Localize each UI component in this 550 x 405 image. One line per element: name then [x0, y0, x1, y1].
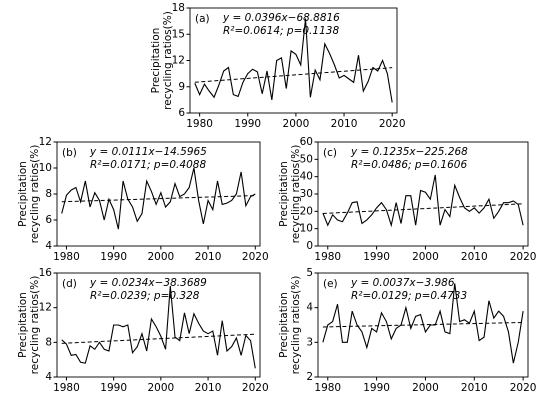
x-tick-label: 2020	[242, 382, 269, 394]
x-tick-label: 1990	[363, 251, 390, 263]
y-tick-label: 0	[306, 240, 313, 252]
y-tick-label: 6	[45, 214, 52, 226]
y-axis-label: Precipitation	[150, 28, 162, 94]
x-tick-label: 1990	[363, 382, 390, 394]
data-line	[61, 285, 256, 369]
panel-label: (a)	[195, 13, 210, 25]
x-tick-label: 2000	[412, 382, 439, 394]
y-tick-label: 40	[300, 171, 313, 183]
y-axis-label: recycling ratios(%)	[290, 145, 302, 244]
y-tick-label: 30	[300, 188, 313, 200]
x-tick-label: 1980	[314, 382, 341, 394]
x-tick-label: 1980	[53, 382, 80, 394]
y-tick-label: 16	[39, 267, 53, 279]
panel-label: (d)	[62, 278, 77, 290]
stats: R²=0.0239; p=0.328	[90, 290, 200, 302]
x-tick-label: 2020	[242, 251, 269, 263]
x-tick-label: 2010	[195, 251, 222, 263]
panel: 2 3 4 5 1980 1990 2000 2010 2020 (e) y = 0.0037x−3…	[278, 267, 536, 394]
y-tick-label: 5	[306, 267, 313, 279]
y-tick-label: 10	[300, 223, 313, 235]
y-axis-label: recycling ratios(%)	[290, 276, 302, 375]
y-tick-label: 10	[39, 162, 52, 174]
stats: R²=0.0614; p=0.1138	[223, 25, 339, 37]
data-line	[61, 167, 256, 230]
axes-frame	[56, 272, 261, 378]
trend-line	[61, 333, 256, 344]
y-tick-label: 4	[45, 240, 52, 252]
y-axis-label: Precipitation	[17, 161, 29, 227]
stats: R²=0.0129; p=0.4733	[351, 290, 467, 302]
equation: y = 0.0111x−14.5965	[89, 146, 207, 158]
y-tick-label: 4	[45, 371, 52, 383]
axes-frame	[317, 141, 529, 247]
data-line	[322, 174, 524, 228]
x-tick-label: 2020	[379, 118, 406, 130]
y-tick-label: 6	[178, 107, 185, 119]
y-axis-label: Precipitation	[278, 292, 290, 358]
x-tick-label: 2010	[195, 382, 222, 394]
y-tick-label: 9	[178, 81, 185, 93]
data-line	[322, 283, 524, 364]
stats: R²=0.0171; p=0.4088	[90, 159, 206, 171]
x-tick-label: 1980	[186, 118, 213, 130]
y-tick-label: 3	[306, 336, 313, 348]
x-tick-label: 2000	[147, 382, 174, 394]
y-axis-label: recycling ratios(%)	[29, 145, 41, 244]
x-tick-label: 2010	[461, 382, 488, 394]
y-tick-label: 15	[172, 28, 185, 40]
equation: y = 0.0396x−68.8816	[222, 12, 340, 24]
panel-label: (b)	[62, 147, 77, 159]
axes-frame	[56, 141, 261, 247]
equation: y = 0.0037x−3.986	[350, 277, 455, 289]
x-tick-label: 1990	[234, 118, 261, 130]
panel: 0 10 20 30 40 50 60 1980 1990 2000 2010 2020 (c) y = …	[278, 136, 536, 263]
axes-frame	[189, 7, 398, 114]
x-tick-label: 2020	[510, 382, 537, 394]
x-tick-label: 1980	[53, 251, 80, 263]
axes-frame	[317, 272, 529, 378]
y-tick-label: 12	[172, 55, 185, 67]
panel-label: (c)	[323, 147, 337, 159]
y-tick-label: 8	[45, 336, 52, 348]
data-line	[194, 18, 393, 103]
y-tick-label: 60	[300, 136, 313, 148]
stats: R²=0.0486; p=0.1606	[351, 159, 467, 171]
y-tick-label: 4	[306, 302, 313, 314]
y-axis-label: Precipitation	[278, 161, 290, 227]
y-tick-label: 20	[300, 205, 313, 217]
panel: 6 9 12 15 18 1980 1990 2000 2010 2020 (a) y = 0.039…	[150, 2, 406, 130]
panel: 4 8 12 16 1980 1990 2000 2010 2020 (d) y = 0.0234x…	[17, 267, 269, 394]
x-tick-label: 1990	[100, 251, 127, 263]
x-tick-label: 2000	[283, 118, 310, 130]
trend-line	[322, 203, 524, 214]
y-tick-label: 2	[306, 371, 313, 383]
y-axis-label: recycling ratios(%)	[162, 11, 174, 110]
x-tick-label: 2000	[147, 251, 174, 263]
equation: y = 0.1235x−225.268	[350, 146, 468, 158]
y-axis-label: recycling ratios(%)	[29, 276, 41, 375]
y-tick-label: 8	[45, 188, 52, 200]
trend-line	[322, 321, 524, 328]
x-tick-label: 2020	[510, 251, 537, 263]
y-axis-label: Precipitation	[17, 292, 29, 358]
trend-line	[194, 67, 393, 83]
panel-label: (e)	[323, 278, 338, 290]
y-tick-label: 12	[39, 136, 52, 148]
y-tick-label: 12	[39, 302, 52, 314]
x-tick-label: 2010	[461, 251, 488, 263]
panel: 4 6 8 10 12 1980 1990 2000 2010 2020 (b) y = 0.0111…	[17, 136, 269, 263]
x-tick-label: 1980	[314, 251, 341, 263]
x-tick-label: 1990	[100, 382, 127, 394]
x-tick-label: 2000	[412, 251, 439, 263]
y-tick-label: 18	[172, 2, 185, 14]
y-tick-label: 50	[300, 153, 313, 165]
x-tick-label: 2010	[331, 118, 358, 130]
equation: y = 0.0234x−38.3689	[89, 277, 207, 289]
